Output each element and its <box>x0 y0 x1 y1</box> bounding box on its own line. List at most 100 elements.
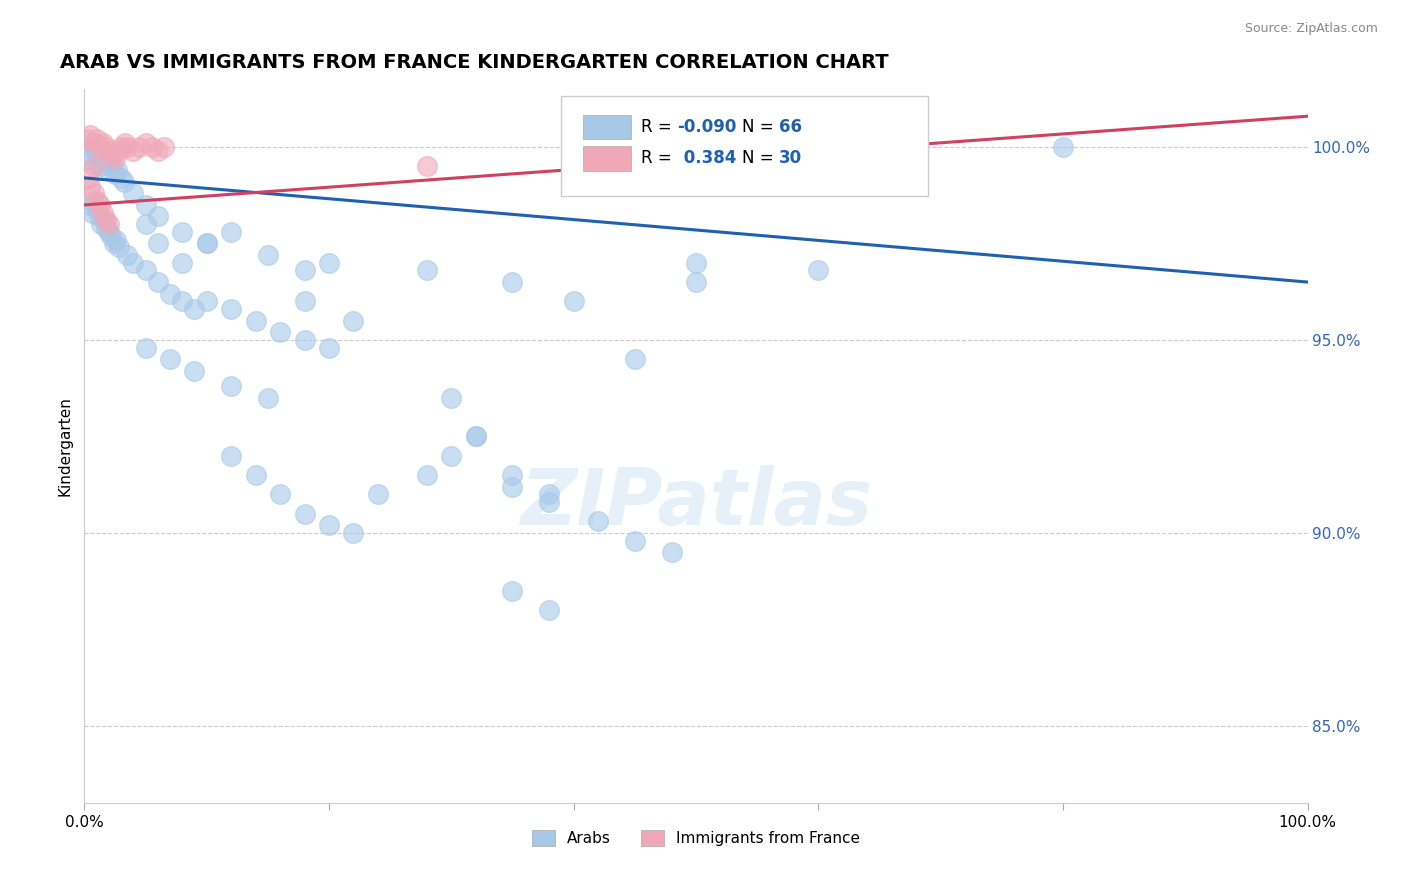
Point <box>89 198 111 212</box>
Point <box>538 487 561 501</box>
FancyBboxPatch shape <box>561 96 928 196</box>
Text: N =: N = <box>742 150 779 168</box>
Point <box>141 140 163 154</box>
Point <box>869 140 891 154</box>
Point <box>87 155 110 169</box>
Point <box>91 136 114 151</box>
Point <box>183 364 205 378</box>
Point <box>586 514 609 528</box>
Point <box>624 533 647 548</box>
Text: N =: N = <box>742 118 779 136</box>
Point <box>257 391 280 405</box>
Point <box>807 263 830 277</box>
Point <box>135 136 157 151</box>
FancyBboxPatch shape <box>583 146 631 170</box>
Point <box>77 198 100 212</box>
Point <box>79 178 101 193</box>
Point <box>294 263 316 277</box>
Point <box>94 148 117 162</box>
Point <box>115 248 138 262</box>
Point <box>195 294 218 309</box>
Point <box>105 163 128 178</box>
Point <box>100 228 122 243</box>
Point <box>146 210 169 224</box>
Point <box>685 275 707 289</box>
Point <box>294 294 316 309</box>
Point <box>342 525 364 540</box>
Point <box>91 205 114 219</box>
Text: Source: ZipAtlas.com: Source: ZipAtlas.com <box>1244 22 1378 36</box>
Point <box>84 144 107 158</box>
Point <box>89 159 111 173</box>
Point <box>172 294 194 309</box>
Point <box>107 144 129 158</box>
Point <box>135 341 157 355</box>
Point <box>195 236 218 251</box>
Point <box>104 167 127 181</box>
Point <box>83 194 105 208</box>
FancyBboxPatch shape <box>583 115 631 139</box>
Text: 0.384: 0.384 <box>678 150 735 168</box>
Point <box>538 495 561 509</box>
Point <box>135 217 157 231</box>
Point <box>97 225 120 239</box>
Point <box>87 210 110 224</box>
Y-axis label: Kindergarten: Kindergarten <box>58 396 73 496</box>
Point <box>101 159 124 173</box>
Point <box>219 449 242 463</box>
Point <box>122 256 145 270</box>
Point <box>502 583 524 598</box>
Point <box>440 449 463 463</box>
Point <box>159 352 181 367</box>
Text: 66: 66 <box>779 118 803 136</box>
Point <box>183 301 205 316</box>
Point <box>110 140 132 154</box>
Text: 30: 30 <box>779 150 803 168</box>
Point <box>502 479 524 493</box>
Point <box>661 545 683 559</box>
Point <box>80 205 103 219</box>
Point <box>135 198 157 212</box>
Point <box>128 140 150 154</box>
Point <box>77 170 100 185</box>
Point <box>269 325 291 339</box>
Point <box>257 248 280 262</box>
Point <box>96 140 118 154</box>
Point <box>93 213 115 227</box>
Point <box>294 507 316 521</box>
Point <box>685 256 707 270</box>
Point <box>416 263 439 277</box>
Text: R =: R = <box>641 118 676 136</box>
Point <box>104 152 127 166</box>
Point <box>122 186 145 201</box>
Point <box>146 275 169 289</box>
Point <box>195 236 218 251</box>
Legend: Arabs, Immigrants from France: Arabs, Immigrants from France <box>526 824 866 852</box>
Text: R =: R = <box>641 150 676 168</box>
Text: -0.090: -0.090 <box>678 118 737 136</box>
Point <box>440 391 463 405</box>
Point <box>103 236 125 251</box>
Point <box>538 603 561 617</box>
Point <box>90 217 112 231</box>
Point <box>624 352 647 367</box>
Point <box>1052 140 1074 154</box>
Point <box>219 379 242 393</box>
Point <box>135 263 157 277</box>
Point <box>367 487 389 501</box>
Point <box>98 155 121 169</box>
Point <box>502 275 524 289</box>
Point <box>502 467 524 482</box>
Point <box>122 144 145 158</box>
Point <box>112 175 135 189</box>
Point <box>83 159 105 173</box>
Point <box>172 225 194 239</box>
Point <box>318 518 340 533</box>
Point <box>159 286 181 301</box>
Point <box>416 467 439 482</box>
Point <box>76 132 98 146</box>
Point <box>96 213 118 227</box>
Point <box>83 136 105 151</box>
Point <box>86 194 108 208</box>
Point <box>101 148 124 162</box>
